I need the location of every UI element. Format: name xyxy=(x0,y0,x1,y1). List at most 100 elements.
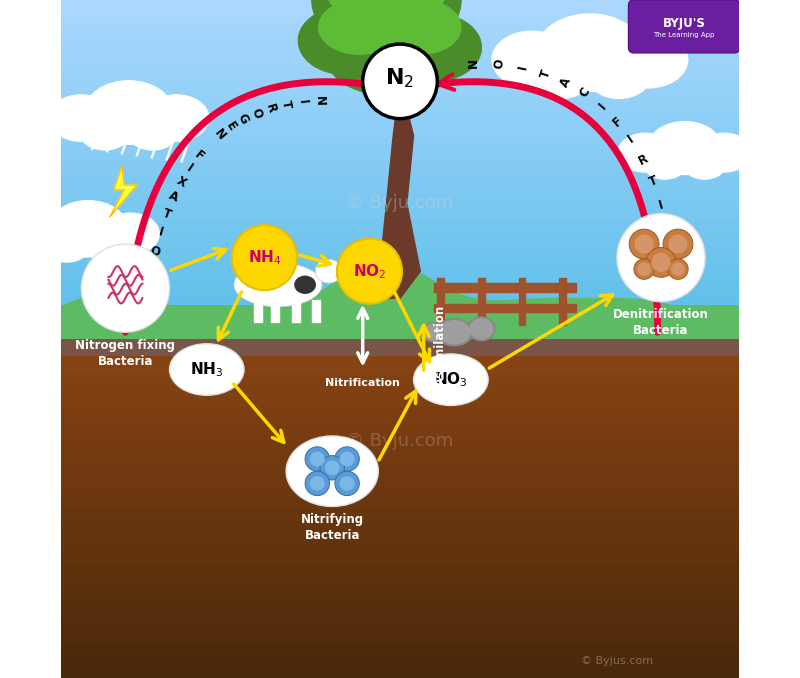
Text: Nitrogen fixing
Bacteria: Nitrogen fixing Bacteria xyxy=(75,339,175,368)
Ellipse shape xyxy=(683,148,726,179)
Bar xyxy=(61,25,739,34)
Ellipse shape xyxy=(424,324,444,340)
Circle shape xyxy=(362,44,438,119)
Bar xyxy=(61,195,739,203)
Circle shape xyxy=(617,214,705,302)
Text: T: T xyxy=(538,68,553,79)
Bar xyxy=(61,136,739,144)
Bar xyxy=(61,361,739,373)
Bar xyxy=(61,85,739,94)
Text: R: R xyxy=(636,152,650,167)
Bar xyxy=(61,373,739,384)
Bar xyxy=(61,102,739,110)
Bar xyxy=(61,441,739,452)
Text: The Learning App: The Learning App xyxy=(654,33,714,38)
Bar xyxy=(518,278,526,325)
Circle shape xyxy=(305,471,330,496)
Text: I: I xyxy=(596,100,609,113)
Ellipse shape xyxy=(608,31,688,88)
Circle shape xyxy=(634,259,654,279)
Ellipse shape xyxy=(234,262,322,306)
Ellipse shape xyxy=(588,54,650,98)
Bar xyxy=(478,278,485,325)
Text: X: X xyxy=(174,174,188,190)
Text: T: T xyxy=(161,206,173,221)
Bar xyxy=(438,278,444,325)
Circle shape xyxy=(232,225,297,290)
FancyBboxPatch shape xyxy=(629,0,740,53)
Text: R: R xyxy=(263,102,278,114)
Bar xyxy=(61,475,739,486)
Bar xyxy=(291,300,300,322)
Circle shape xyxy=(652,254,670,271)
Bar xyxy=(61,110,739,119)
Ellipse shape xyxy=(86,229,132,262)
Ellipse shape xyxy=(492,31,571,88)
Ellipse shape xyxy=(643,148,686,179)
Bar xyxy=(61,212,739,220)
Ellipse shape xyxy=(414,354,488,405)
Text: F: F xyxy=(610,114,625,129)
Bar xyxy=(61,34,739,42)
Text: I: I xyxy=(295,99,309,105)
Bar xyxy=(61,161,739,170)
Bar xyxy=(61,94,739,102)
Ellipse shape xyxy=(17,213,74,254)
Text: G: G xyxy=(235,112,251,126)
Bar xyxy=(61,297,739,305)
Text: NO$_3$: NO$_3$ xyxy=(434,370,468,389)
Text: E: E xyxy=(223,119,238,133)
Circle shape xyxy=(669,235,687,253)
Text: O: O xyxy=(149,244,162,259)
Circle shape xyxy=(638,263,650,275)
Text: Assimilation: Assimilation xyxy=(434,305,447,386)
Bar xyxy=(61,429,739,441)
Ellipse shape xyxy=(698,134,751,172)
Bar xyxy=(61,395,739,407)
Text: I: I xyxy=(657,198,665,212)
Bar xyxy=(434,283,576,292)
Text: I: I xyxy=(516,64,530,71)
Bar xyxy=(61,576,739,588)
Text: N: N xyxy=(662,224,674,239)
Ellipse shape xyxy=(49,201,128,257)
Ellipse shape xyxy=(326,14,447,95)
Bar xyxy=(271,300,279,322)
Text: N: N xyxy=(211,127,227,142)
Ellipse shape xyxy=(422,323,446,342)
Ellipse shape xyxy=(315,259,342,283)
Text: I: I xyxy=(157,225,165,239)
Ellipse shape xyxy=(298,7,394,75)
Bar xyxy=(61,599,739,610)
Bar xyxy=(61,237,739,246)
Text: N: N xyxy=(313,96,326,106)
Circle shape xyxy=(326,461,339,475)
Bar xyxy=(61,463,739,475)
Bar xyxy=(61,186,739,195)
Bar xyxy=(61,279,739,288)
Bar xyxy=(61,305,739,346)
Circle shape xyxy=(672,263,684,275)
Ellipse shape xyxy=(49,95,114,141)
Bar xyxy=(61,339,739,356)
Text: NO$_2$: NO$_2$ xyxy=(353,262,386,281)
Circle shape xyxy=(337,239,402,304)
Bar xyxy=(61,17,739,25)
Text: © Byju.com: © Byju.com xyxy=(346,195,454,212)
Bar xyxy=(61,254,739,262)
Polygon shape xyxy=(61,262,739,325)
Circle shape xyxy=(341,452,354,466)
Ellipse shape xyxy=(144,95,209,141)
Text: O: O xyxy=(249,106,264,120)
Text: NH$_3$: NH$_3$ xyxy=(190,360,223,379)
Text: Nitrifying
Bacteria: Nitrifying Bacteria xyxy=(301,513,364,542)
Bar xyxy=(61,9,739,17)
Text: T: T xyxy=(278,99,293,110)
Bar xyxy=(61,331,739,339)
Ellipse shape xyxy=(470,319,493,339)
Ellipse shape xyxy=(386,14,482,81)
Bar xyxy=(61,119,739,127)
Circle shape xyxy=(310,477,324,490)
Bar xyxy=(61,170,739,178)
Bar xyxy=(61,418,739,429)
